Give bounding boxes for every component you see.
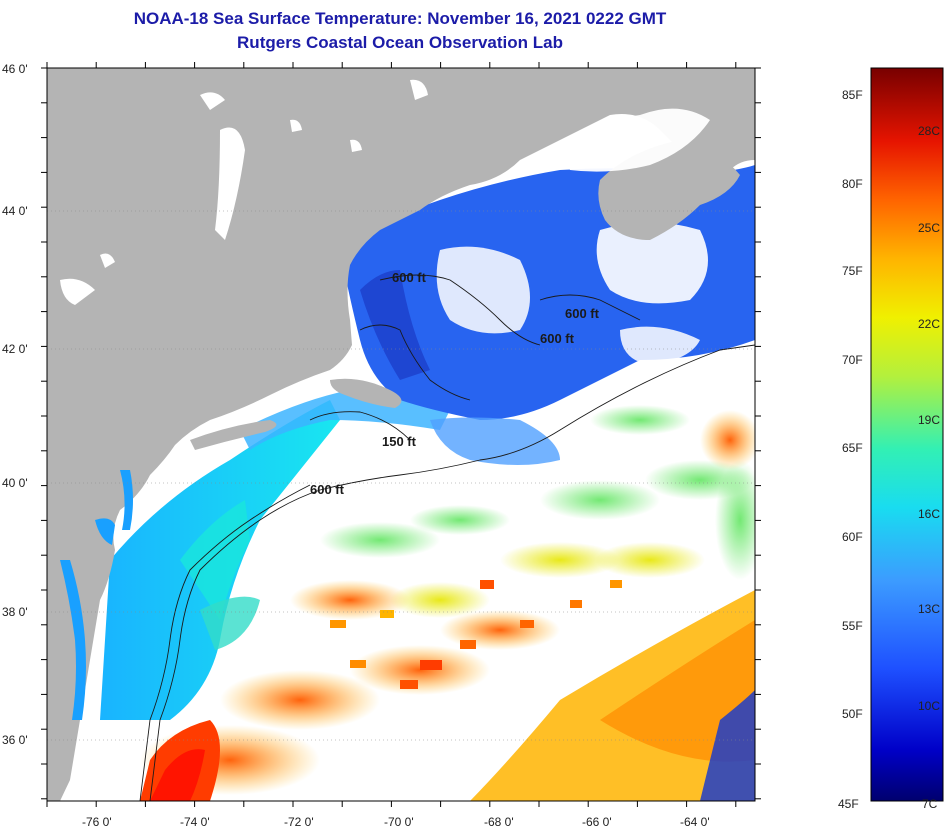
- colorbar-label-f: 60F: [842, 530, 863, 544]
- contour-label: 600 ft: [392, 270, 427, 285]
- lon-label: -76 0': [82, 815, 112, 829]
- contour-label: 600 ft: [310, 482, 345, 497]
- colorbar-label-f: 45F: [838, 797, 859, 811]
- colorbar-label-c: 22C: [918, 317, 940, 331]
- land-clouds: [60, 79, 710, 305]
- colorbar-label-c: 28C: [918, 124, 940, 138]
- colorbar-label-f: 50F: [842, 707, 863, 721]
- lon-label: -74 0': [180, 815, 210, 829]
- colorbar-label-c: 7C: [922, 797, 938, 811]
- colorbar-label-c: 25C: [918, 221, 940, 235]
- map-title: NOAA-18 Sea Surface Temperature: Novembe…: [133, 9, 667, 28]
- colorbar-label-f: 65F: [842, 441, 863, 455]
- contour-label: 150 ft: [382, 434, 417, 449]
- warm-water-gulf-stream: [140, 405, 755, 801]
- lon-label: -68 0': [484, 815, 514, 829]
- lon-label: -70 0': [384, 815, 414, 829]
- colorbar-label-c: 19C: [918, 413, 940, 427]
- lat-label: 36 0': [2, 733, 28, 747]
- colorbar-label-f: 75F: [842, 264, 863, 278]
- lat-label: 46 0': [2, 62, 28, 76]
- map-subtitle: Rutgers Coastal Ocean Observation Lab: [237, 33, 563, 52]
- lat-label: 42 0': [2, 342, 28, 356]
- colorbar-label-f: 70F: [842, 353, 863, 367]
- map-panel: 600 ft 600 ft 600 ft 150 ft 600 ft: [47, 68, 755, 801]
- contour-label: 600 ft: [540, 331, 575, 346]
- lon-label: -66 0': [582, 815, 612, 829]
- colorbar-label-c: 13C: [918, 602, 940, 616]
- bathymetry-contours: [139, 274, 755, 801]
- lat-label: 40 0': [2, 476, 28, 490]
- contour-label: 600 ft: [565, 306, 600, 321]
- lat-label: 44 0': [2, 204, 28, 218]
- chesapeake-bay: [60, 470, 133, 720]
- map-frame: [46, 67, 756, 802]
- temperature-colorbar: 85F 80F 75F 70F 65F 60F 55F 50F 45F 28C …: [838, 67, 944, 811]
- colorbar-label-f: 80F: [842, 177, 863, 191]
- lon-label: -72 0': [284, 815, 314, 829]
- colorbar-label-c: 16C: [918, 507, 940, 521]
- colorbar-label-f: 55F: [842, 619, 863, 633]
- colorbar-gradient: [870, 67, 944, 802]
- lat-label: 38 0': [2, 605, 28, 619]
- colorbar-label-c: 10C: [918, 699, 940, 713]
- colorbar-label-f: 85F: [842, 88, 863, 102]
- axis-ticks: [41, 62, 761, 807]
- lon-label: -64 0': [680, 815, 710, 829]
